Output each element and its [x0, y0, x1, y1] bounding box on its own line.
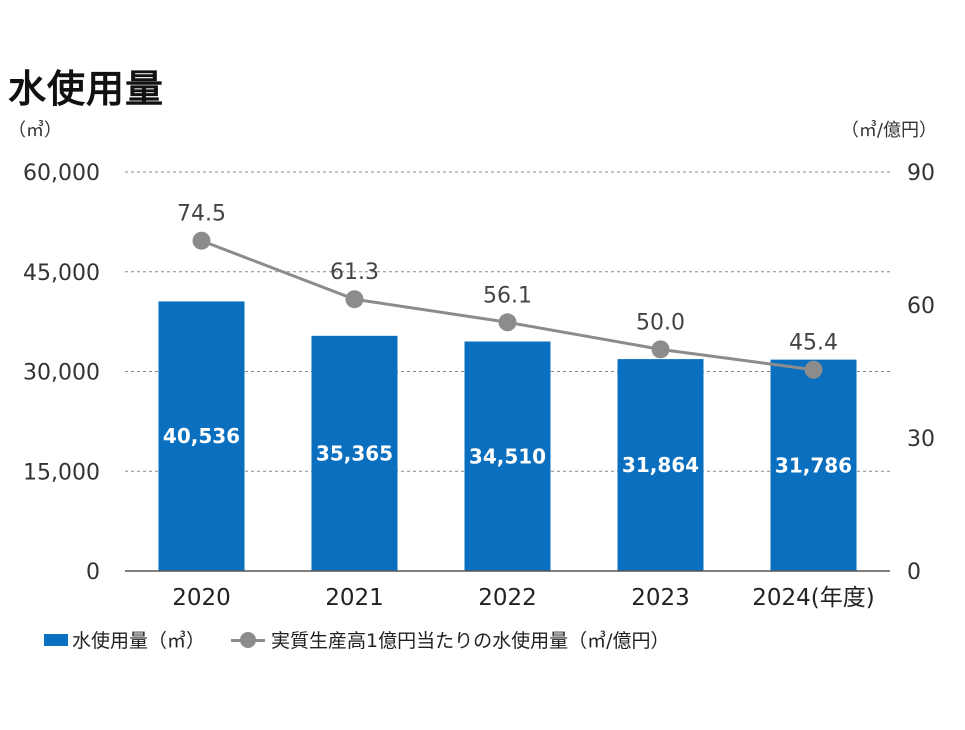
right-axis-unit: （㎥/億円） — [840, 120, 937, 141]
y-left-tick-label: 60,000 — [23, 161, 100, 186]
x-tick-label: 2021 — [325, 585, 384, 611]
legend-line-label: 実質生産高1億円当たりの水使用量（㎥/億円） — [271, 630, 670, 652]
left-axis-unit: （㎥） — [8, 120, 62, 141]
bar — [158, 301, 245, 571]
line-value-label: 45.4 — [789, 331, 838, 356]
bar — [617, 359, 704, 571]
bar-value-label: 35,365 — [316, 441, 393, 465]
chart-title: 水使用量 — [8, 67, 165, 111]
legend-bar-label: 水使用量（㎥） — [72, 630, 206, 652]
legend-line-swatch — [231, 631, 266, 648]
line-point — [345, 290, 364, 309]
bar-value-label: 31,786 — [775, 453, 852, 477]
bar-value-label: 40,536 — [163, 424, 240, 448]
legend-bar-swatch — [44, 633, 68, 646]
bar — [464, 341, 551, 571]
line-value-label: 61.3 — [330, 260, 379, 285]
y-right-tick-label: 60 — [907, 294, 935, 319]
line-value-label: 74.5 — [177, 202, 226, 227]
bar-value-label: 34,510 — [469, 444, 546, 468]
y-right-tick-label: 30 — [907, 427, 935, 452]
x-tick-label: 2023 — [631, 585, 690, 611]
x-tick-label: 2020 — [172, 585, 231, 611]
y-right-tick-label: 90 — [907, 161, 935, 186]
bar — [770, 359, 857, 571]
x-tick-label: 2022 — [478, 585, 537, 611]
y-left-tick-label: 15,000 — [23, 460, 100, 485]
y-right-tick-label: 0 — [907, 560, 921, 585]
line-value-label: 50.0 — [636, 310, 685, 335]
line-point — [498, 313, 517, 332]
y-left-tick-label: 45,000 — [23, 261, 100, 286]
line-point — [804, 360, 823, 379]
x-tick-label: 2024(年度) — [752, 585, 874, 611]
line-point — [651, 340, 670, 359]
y-left-tick-label: 0 — [86, 560, 100, 585]
bar — [311, 335, 398, 571]
legend-item-bar: 水使用量（㎥） — [44, 626, 205, 653]
line-value-label: 56.1 — [483, 283, 532, 308]
y-left-tick-label: 30,000 — [23, 361, 100, 386]
legend-item-line: 実質生産高1億円当たりの水使用量（㎥/億円） — [231, 626, 670, 653]
legend: 水使用量（㎥） 実質生産高1億円当たりの水使用量（㎥/億円） — [44, 626, 696, 653]
bar-value-label: 31,864 — [622, 453, 699, 477]
line-point — [192, 231, 211, 250]
